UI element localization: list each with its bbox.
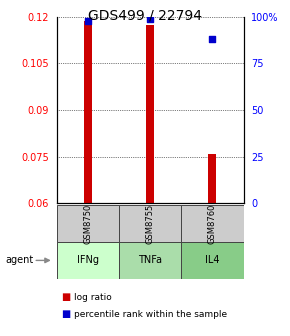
Point xyxy=(210,37,215,42)
Text: GSM8760: GSM8760 xyxy=(208,203,217,244)
Bar xyxy=(57,205,119,242)
Text: GSM8755: GSM8755 xyxy=(146,203,155,244)
Bar xyxy=(209,154,216,203)
Bar xyxy=(57,242,119,279)
Bar xyxy=(84,22,92,203)
Bar xyxy=(146,25,154,203)
Text: log ratio: log ratio xyxy=(74,293,112,302)
Bar xyxy=(181,242,244,279)
Text: IFNg: IFNg xyxy=(77,255,99,265)
Text: GDS499 / 22794: GDS499 / 22794 xyxy=(88,8,202,23)
Text: agent: agent xyxy=(6,255,34,265)
Bar xyxy=(119,242,181,279)
Text: GSM8750: GSM8750 xyxy=(83,203,92,244)
Bar xyxy=(119,205,181,242)
Text: percentile rank within the sample: percentile rank within the sample xyxy=(74,310,227,319)
Text: TNFa: TNFa xyxy=(138,255,162,265)
Text: IL4: IL4 xyxy=(205,255,220,265)
Point xyxy=(148,16,153,22)
Bar xyxy=(181,205,244,242)
Text: ■: ■ xyxy=(61,309,70,319)
Point xyxy=(86,18,90,23)
Text: ■: ■ xyxy=(61,292,70,302)
